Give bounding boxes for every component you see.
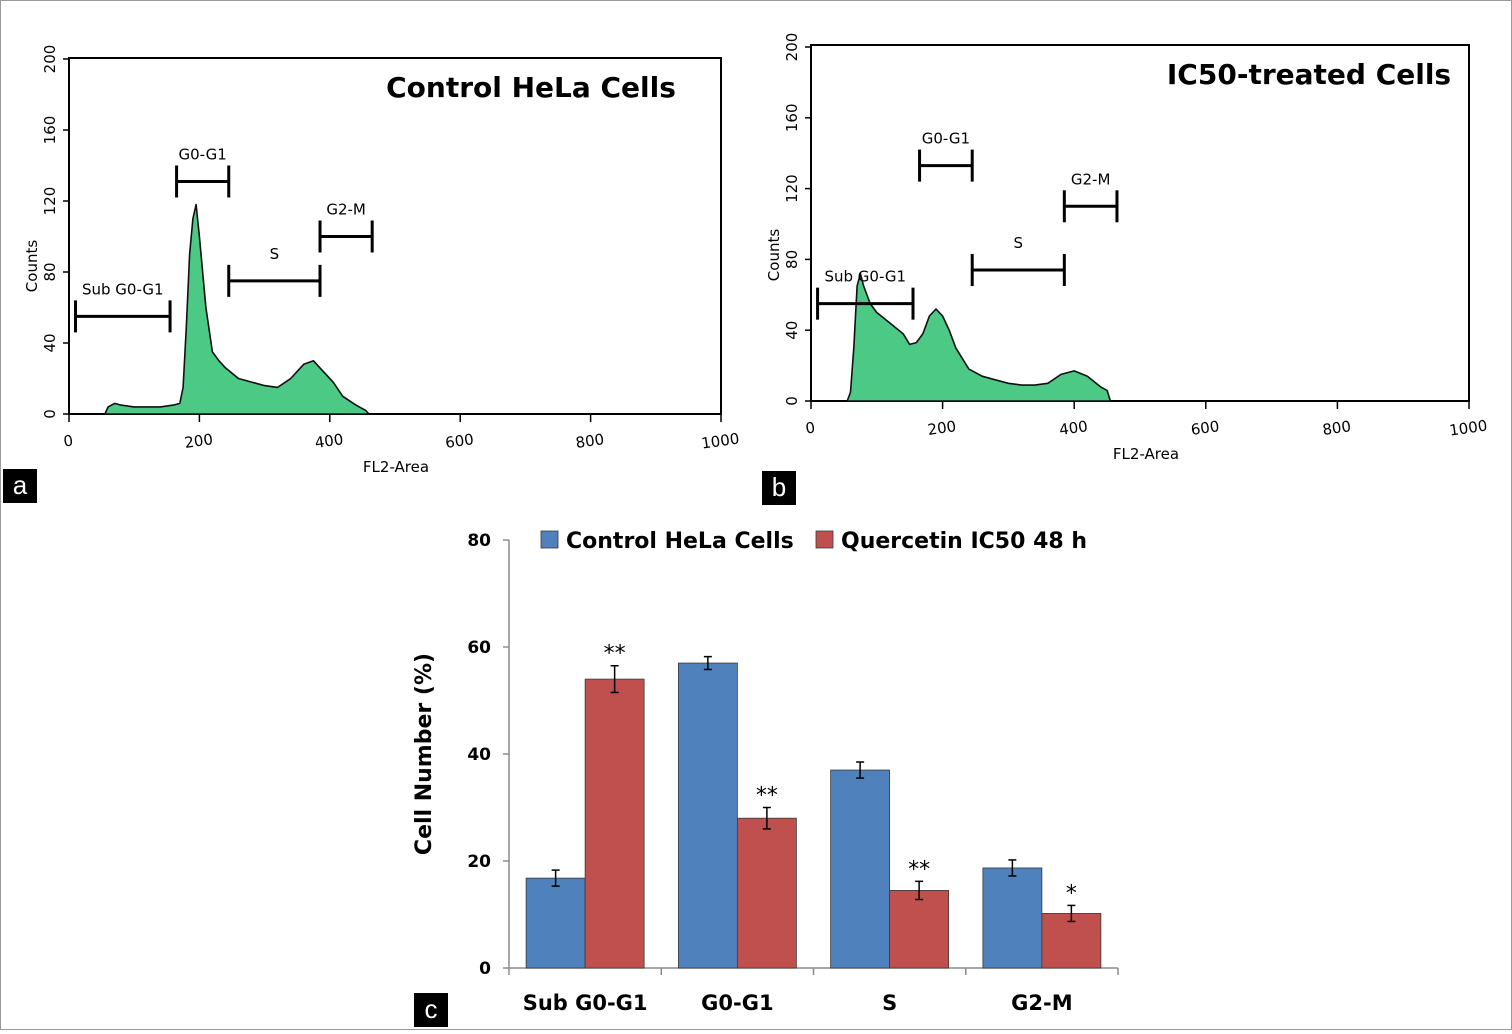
x-tick-label: 0 — [62, 431, 74, 450]
gate-label: Sub G0-G1 — [82, 280, 164, 298]
y-axis-label: Counts — [765, 229, 783, 282]
bar-quercetin — [889, 890, 950, 969]
y-tick-label: 40 — [783, 321, 801, 340]
x-tick-label: 1000 — [1448, 416, 1488, 439]
x-tick-label: 1000 — [700, 429, 740, 452]
significance-marker: ** — [908, 857, 930, 882]
gate-label: G2-M — [326, 201, 366, 219]
y-tick-label: 0 — [41, 409, 59, 419]
histogram-panel-b: 0 200 400 600 800 1000 0 40 80 120 160 200 FL2-Area C… — [765, 33, 1488, 463]
bar-control — [525, 877, 586, 969]
x-category-label: Sub G0-G1 — [523, 991, 648, 1015]
legend-swatch — [815, 530, 834, 549]
gate-label: G0-G1 — [922, 130, 970, 148]
panel-label-b: b — [762, 471, 796, 505]
histogram-area — [104, 203, 370, 415]
y-tick-label: 40 — [41, 333, 59, 352]
gate-label: G0-G1 — [179, 145, 227, 163]
y-tick-label: 160 — [783, 103, 801, 132]
legend-swatch — [540, 530, 559, 549]
bar-quercetin — [584, 678, 645, 969]
y-tick-label: 60 — [467, 638, 491, 658]
x-tick-label: 800 — [574, 430, 605, 452]
x-category-label: G2-M — [1011, 991, 1072, 1015]
y-tick-label: 20 — [467, 852, 491, 872]
y-tick-label: 200 — [41, 45, 59, 74]
gate-label: G2-M — [1071, 170, 1111, 188]
y-axis-label: Counts — [23, 240, 41, 293]
bar-control — [830, 769, 891, 969]
significance-marker: * — [1066, 881, 1077, 906]
bar-chart-panel-c: 0 20 40 60 80 Cell Number (%) ** Sub G0-G1 ** G0-… — [412, 529, 1119, 1015]
gate-label: S — [1014, 234, 1024, 252]
panel-label-c: c — [414, 993, 448, 1027]
gate-label: S — [270, 245, 280, 263]
y-tick-label: 40 — [467, 745, 491, 765]
y-tick-label: 120 — [783, 174, 801, 203]
x-category-label: S — [882, 991, 897, 1015]
y-tick-label: 80 — [41, 262, 59, 281]
plot-frame — [68, 57, 722, 415]
gate-label: Sub G0-G1 — [824, 268, 906, 286]
y-tick-label: 80 — [783, 250, 801, 269]
x-tick-label: 600 — [444, 430, 475, 452]
panel-label-a: a — [3, 469, 37, 503]
significance-marker: ** — [604, 642, 626, 667]
y-tick-label: 0 — [479, 959, 491, 979]
y-tick-label: 120 — [41, 187, 59, 216]
y-tick-label: 0 — [783, 396, 801, 406]
x-tick-label: 400 — [1058, 417, 1089, 439]
y-tick-label: 160 — [41, 116, 59, 145]
x-tick-label: 800 — [1321, 417, 1352, 439]
x-category-label: G0-G1 — [701, 991, 773, 1015]
x-axis-label: FL2-Area — [1113, 445, 1179, 463]
bar-quercetin — [736, 817, 797, 969]
y-tick-label: 200 — [783, 33, 801, 62]
x-tick-label: 200 — [926, 417, 957, 439]
plot-title: Control HeLa Cells — [386, 71, 676, 104]
significance-marker: ** — [756, 784, 778, 809]
y-axis-label: Cell Number (%) — [412, 653, 437, 855]
x-axis-label: FL2-Area — [363, 458, 429, 476]
y-tick-label: 80 — [467, 531, 491, 551]
legend-label: Control HeLa Cells — [566, 529, 794, 554]
histogram-panel-a: 0 200 400 600 800 1000 0 40 80 120 160 200 FL2-Area C… — [23, 45, 740, 476]
bar-control — [677, 662, 738, 969]
plot-frame — [810, 44, 1470, 402]
bar-control — [982, 867, 1043, 969]
x-tick-label: 600 — [1190, 417, 1221, 439]
histogram-area — [846, 272, 1112, 402]
x-tick-label: 200 — [183, 430, 214, 452]
plot-title: IC50-treated Cells — [1167, 58, 1451, 91]
bar-quercetin — [1041, 913, 1102, 969]
legend-label: Quercetin IC50 48 h — [841, 529, 1087, 554]
x-tick-label: 0 — [804, 418, 816, 437]
x-tick-label: 400 — [314, 430, 345, 452]
